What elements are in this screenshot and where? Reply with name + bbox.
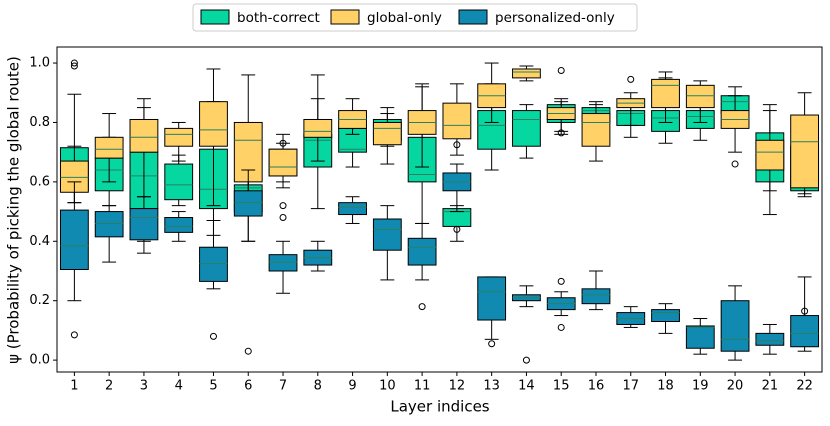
box: [372, 218, 402, 251]
x-tick-label: 14: [518, 379, 535, 394]
outlier: [418, 303, 426, 311]
box: [94, 211, 124, 238]
box: [164, 127, 194, 147]
outlier: [627, 75, 635, 83]
x-tick-label: 15: [553, 379, 570, 394]
y-tick-label: 0.6: [29, 174, 50, 189]
outlier: [557, 277, 565, 285]
outlier: [801, 307, 809, 315]
legend-swatch: [200, 9, 230, 25]
outlier: [70, 59, 78, 67]
outlier: [522, 356, 530, 364]
legend-swatch: [458, 9, 488, 25]
x-tick-label: 18: [657, 379, 674, 394]
box: [442, 102, 472, 140]
legend-swatch: [330, 9, 360, 25]
box: [755, 139, 785, 171]
x-axis-label: Layer indices: [390, 398, 489, 416]
outlier: [453, 141, 461, 149]
box: [581, 288, 611, 305]
box: [755, 332, 785, 346]
box: [685, 84, 715, 109]
box: [651, 78, 680, 109]
outlier: [557, 323, 565, 331]
box: [268, 254, 298, 272]
box: [199, 246, 228, 282]
outlier: [557, 66, 565, 74]
box: [512, 110, 541, 147]
outlier: [279, 202, 287, 210]
box: [512, 68, 541, 79]
outlier: [70, 331, 78, 339]
box: [790, 114, 820, 189]
x-tick-label: 7: [279, 379, 287, 394]
y-tick-label: 0.2: [29, 293, 50, 308]
x-tick-label: 11: [414, 379, 431, 394]
x-tick-label: 17: [622, 379, 639, 394]
outlier: [453, 225, 461, 233]
box: [338, 202, 367, 216]
box: [407, 237, 437, 266]
box: [685, 325, 715, 349]
y-tick-label: 0.8: [29, 115, 50, 130]
box: [303, 118, 333, 138]
x-tick-label: 20: [727, 379, 744, 394]
x-tick-label: 21: [762, 379, 779, 394]
outlier: [731, 160, 739, 168]
y-tick-label: 0.0: [29, 353, 50, 368]
x-tick-label: 5: [209, 379, 217, 394]
box: [129, 118, 159, 153]
outlier: [557, 129, 565, 137]
outlier: [488, 340, 496, 348]
x-tick-label: 9: [348, 379, 356, 394]
legend-label: both-correct: [237, 10, 320, 26]
y-axis-label: ψ (Probability of picking the global rou…: [5, 56, 23, 364]
legend-frame: [192, 3, 638, 32]
box: [372, 121, 402, 146]
y-tick-label: 1.0: [29, 56, 50, 71]
x-tick-label: 1: [70, 379, 78, 394]
box: [477, 276, 507, 321]
outlier: [70, 62, 78, 70]
x-tick-label: 10: [379, 379, 396, 394]
box: [651, 309, 680, 322]
legend-label: global-only: [367, 10, 442, 26]
x-tick-label: 6: [244, 379, 252, 394]
x-tick-label: 8: [314, 379, 322, 394]
x-tick-label: 12: [449, 379, 466, 394]
box: [129, 208, 159, 241]
box: [233, 190, 263, 217]
box: [94, 136, 124, 159]
box: [581, 113, 611, 147]
box: [59, 209, 89, 271]
outlier: [209, 332, 217, 340]
plot-area: [56, 46, 823, 373]
box: [720, 300, 750, 352]
legend-label: personalized-only: [495, 10, 615, 26]
x-tick-label: 4: [175, 379, 183, 394]
box: [268, 148, 298, 177]
x-tick-label: 2: [105, 379, 113, 394]
x-tick-label: 22: [796, 379, 813, 394]
box: [164, 217, 194, 233]
outlier: [244, 347, 252, 355]
x-tick-label: 16: [588, 379, 605, 394]
x-tick-label: 19: [692, 379, 709, 394]
outlier: [279, 214, 287, 222]
legend: both-correct global-only personalized-only: [192, 3, 638, 32]
y-tick-label: 0.4: [29, 234, 50, 249]
x-tick-label: 3: [140, 379, 148, 394]
box: [790, 315, 820, 348]
box: [199, 101, 228, 147]
x-tick-label: 13: [483, 379, 500, 394]
box: [164, 163, 194, 201]
